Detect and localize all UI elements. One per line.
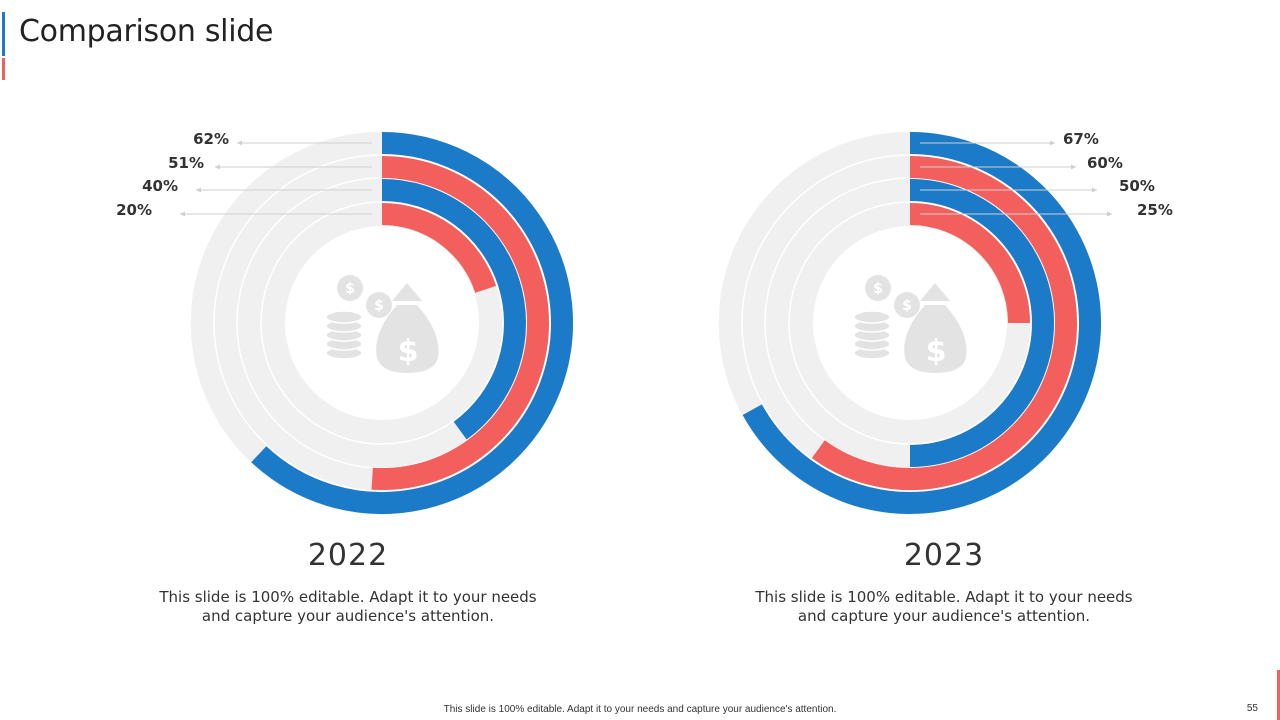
ring-arc-40pct <box>381 179 526 440</box>
ring-value-label: 25% <box>1137 201 1173 219</box>
money-bag-icon <box>904 305 967 373</box>
ring-value-label: 62% <box>193 130 229 148</box>
dollar-sign-icon: $ <box>926 334 947 369</box>
dollar-coin-icon <box>894 292 920 318</box>
coin-stack-icon <box>853 310 891 324</box>
money-bag-icon <box>920 283 950 301</box>
ring-arc-51pct <box>371 156 549 490</box>
chart-description-2022: This slide is 100% editable. Adapt it to… <box>148 588 548 626</box>
chart-year-2023: 2023 <box>903 538 985 573</box>
ring-separator <box>717 130 1103 516</box>
chart-description-2023: This slide is 100% editable. Adapt it to… <box>744 588 1144 626</box>
ring-value-label: 20% <box>116 201 152 219</box>
leader-arrow-icon <box>1092 187 1097 193</box>
dollar-sign-icon: $ <box>374 298 384 314</box>
dollar-coin-icon <box>337 275 363 301</box>
ring-separator <box>741 154 1079 492</box>
leader-arrow-icon <box>180 211 185 217</box>
ring-separator <box>260 201 504 445</box>
dollar-sign-icon: $ <box>873 281 883 297</box>
chart-description-line: This slide is 100% editable. Adapt it to… <box>755 588 1133 606</box>
coin-stack-icon <box>325 310 363 324</box>
ring-arc-20pct <box>381 203 497 294</box>
ring-arc-50pct <box>909 179 1054 467</box>
title-accent-bar-red <box>2 58 5 80</box>
leader-arrow-icon <box>1107 211 1112 217</box>
title-accent-bar-blue <box>2 12 5 56</box>
ring-separator <box>213 154 551 492</box>
ring-separator <box>788 201 1032 445</box>
ring-value-label: 67% <box>1063 130 1099 148</box>
ring-value-label: 60% <box>1087 154 1123 172</box>
leader-arrow-icon <box>1071 164 1076 170</box>
ring-arc-25pct <box>909 203 1030 324</box>
dollar-sign-icon: $ <box>345 281 355 297</box>
leader-arrow-icon <box>237 140 242 146</box>
ring-separator <box>189 130 575 516</box>
ring-arc-60pct <box>811 156 1077 490</box>
leader-arrow-icon <box>215 164 220 170</box>
chart-description-line: and capture your audience's attention. <box>797 607 1091 625</box>
dollar-sign-icon: $ <box>902 298 912 314</box>
dollar-coin-icon <box>366 292 392 318</box>
money-bag-icon <box>376 305 439 373</box>
dollar-coin-icon <box>865 275 891 301</box>
ring-arc-62pct <box>251 132 573 514</box>
ring-arc-67pct <box>742 132 1101 514</box>
page-title: Comparison slide <box>19 14 274 49</box>
corner-accent-bar <box>1277 670 1280 720</box>
ring-value-label: 51% <box>168 154 204 172</box>
chart-description-line: and capture your audience's attention. <box>201 607 495 625</box>
chart-description-line: This slide is 100% editable. Adapt it to… <box>159 588 537 606</box>
money-bag-icon <box>392 283 422 301</box>
ring-value-label: 40% <box>142 177 178 195</box>
page-number: 55 <box>1246 703 1258 714</box>
ring-value-label: 50% <box>1119 177 1155 195</box>
footer-text: This slide is 100% editable. Adapt it to… <box>443 704 837 715</box>
chart-year-2022: 2022 <box>307 538 389 573</box>
leader-arrow-icon <box>196 187 201 193</box>
dollar-sign-icon: $ <box>398 334 419 369</box>
leader-arrow-icon <box>1050 140 1055 146</box>
